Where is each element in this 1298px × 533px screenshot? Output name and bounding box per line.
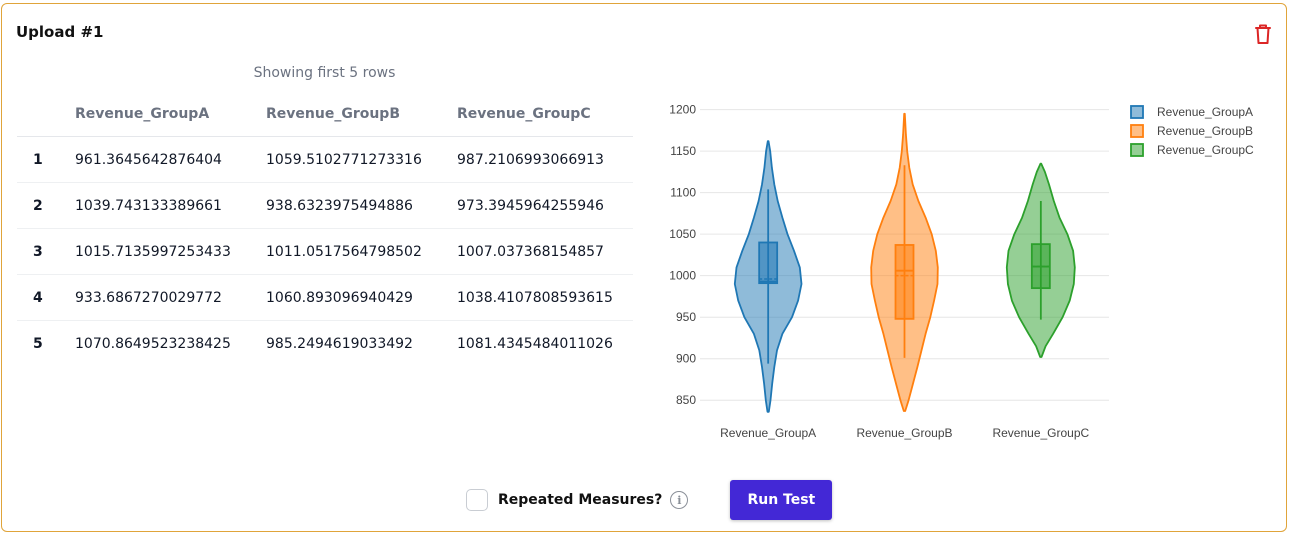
controls-bar: Repeated Measures? i Run Test [466, 480, 833, 520]
y-tick-label: 1200 [669, 103, 696, 117]
header-revenue-group-a: Revenue_GroupA [75, 92, 266, 137]
header-revenue-group-c: Revenue_GroupC [457, 92, 633, 137]
cell-group-c: 987.2106993066913 [457, 136, 633, 183]
y-tick-label: 850 [676, 393, 696, 407]
y-tick-label: 950 [676, 310, 696, 324]
cell-group-a: 933.6867270029772 [75, 274, 266, 321]
header-revenue-group-b: Revenue_GroupB [266, 92, 457, 137]
repeated-measures-checkbox[interactable] [466, 489, 488, 511]
cell-group-c: 973.3945964255946 [457, 182, 633, 229]
repeated-measures-label: Repeated Measures? [498, 492, 663, 508]
cell-group-b: 1059.5102771273316 [266, 136, 457, 183]
y-tick-label: 1100 [670, 186, 696, 200]
table-row: 3 1015.7135997253433 1011.0517564798502 … [17, 228, 633, 275]
table-row: 2 1039.743133389661 938.6323975494886 97… [17, 182, 633, 229]
y-tick-label: 1000 [669, 269, 696, 283]
preview-caption: Showing first 5 rows [253, 65, 396, 81]
legend-swatch [1130, 105, 1144, 119]
violin-chart: 850 900 950 1000 1050 1100 1150 1200 Revenue_Gro… [669, 103, 1254, 440]
table-header-row: Revenue_GroupA Revenue_GroupB Revenue_Gr… [17, 92, 633, 137]
table-row: 4 933.6867270029772 1060.893096940429 10… [17, 274, 633, 321]
row-index: 3 [17, 228, 75, 275]
cell-group-a: 961.3645642876404 [75, 136, 266, 183]
cell-group-a: 1039.743133389661 [75, 182, 266, 229]
cell-group-b: 1060.893096940429 [266, 274, 457, 321]
cell-group-a: 1015.7135997253433 [75, 228, 266, 275]
trash-icon[interactable] [1252, 22, 1274, 46]
upload-card: Upload #1 Showing first 5 rows Revenue_G… [1, 3, 1287, 532]
legend-swatch [1130, 143, 1144, 157]
x-tick-label: Revenue_GroupB [856, 426, 952, 440]
table-row: 1 961.3645642876404 1059.5102771273316 9… [17, 136, 633, 183]
header-index [17, 92, 75, 137]
row-index: 4 [17, 274, 75, 321]
box-Revenue_GroupA [758, 241, 779, 285]
info-icon[interactable]: i [670, 491, 689, 509]
legend-label: Revenue_GroupA [1157, 105, 1253, 119]
table-row: 5 1070.8649523238425 985.2494619033492 1… [17, 321, 633, 367]
cell-group-c: 1007.037368154857 [457, 228, 633, 275]
x-tick-label: Revenue_GroupA [720, 426, 816, 440]
cell-group-b: 1011.0517564798502 [266, 228, 457, 275]
row-index: 1 [17, 136, 75, 183]
y-tick-label: 900 [676, 352, 696, 366]
cell-group-c: 1081.4345484011026 [457, 335, 613, 352]
box-Revenue_GroupB [894, 244, 915, 320]
y-tick-label: 1050 [669, 227, 696, 241]
row-index: 5 [33, 335, 43, 352]
upload-title: Upload #1 [16, 23, 104, 41]
cell-group-c: 1038.4107808593615 [457, 274, 633, 321]
cell-group-b: 938.6323975494886 [266, 182, 457, 229]
data-preview-table: Revenue_GroupA Revenue_GroupB Revenue_Gr… [17, 92, 633, 366]
run-test-button[interactable]: Run Test [730, 480, 833, 520]
legend-label: Revenue_GroupC [1157, 143, 1254, 157]
cell-group-b: 985.2494619033492 [266, 335, 413, 352]
y-tick-label: 1150 [670, 144, 696, 158]
row-index: 2 [17, 182, 75, 229]
x-tick-label: Revenue_GroupC [992, 426, 1089, 440]
cell-group-a: 1070.8649523238425 [75, 335, 231, 352]
legend-swatch [1130, 124, 1144, 138]
legend-label: Revenue_GroupB [1157, 124, 1253, 138]
